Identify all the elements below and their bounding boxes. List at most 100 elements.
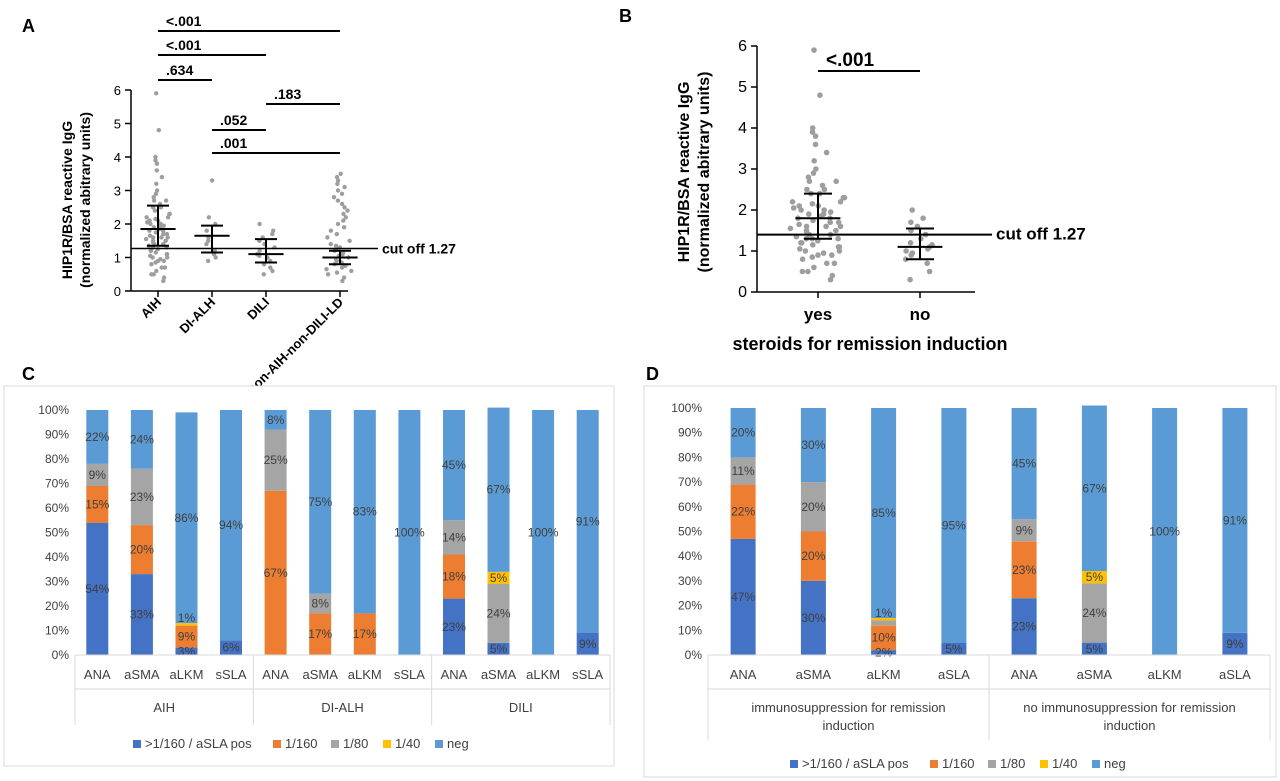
c-bar-segment [487,584,510,643]
b-data-point [833,178,839,185]
a-data-point [206,238,211,243]
c-data-label: 5% [490,571,508,585]
d-bar-segment [1081,583,1107,643]
c-legend-label: 1/80 [343,736,368,751]
d-category-label: aLKM [1148,667,1182,682]
b-data-point [812,141,819,148]
a-data-point [161,231,166,237]
d-data-label: 85% [872,506,896,520]
a-data-point [153,154,158,160]
panel-d-stacked-bar: 0% 10% 20% 30% 40% 50% 60% 70% 80% 90% 100% 47% 22%… [643,385,1277,778]
d-data-label: 22% [731,505,755,519]
a-data-point [334,231,339,237]
panel-b-ylabel-1: HIP1R/BSA reactive IgG [676,82,693,263]
a-ytick-label: 1 [114,251,121,266]
c-ytick-label: 30% [45,575,69,589]
b-xtick-label: no [910,305,931,324]
b-data-point [787,225,794,232]
c-bar-segment [443,554,465,599]
a-xtick-label: DI-ALH [176,295,218,337]
a-data-point [325,235,330,240]
c-data-label: 94% [219,518,243,532]
d-bar-segment [871,620,897,626]
c-bar-segment [130,525,153,575]
c-legend-swatch [133,740,141,748]
c-data-label: 14% [442,530,466,544]
d-bar-segment [1081,642,1107,655]
b-data-point [820,211,827,217]
c-bar-segment [353,613,376,655]
c-legend-swatch [383,740,391,748]
b-data-point [809,125,816,131]
c-data-label: 33% [130,608,154,622]
c-data-label: 5% [490,642,508,656]
b-data-point [909,250,916,256]
a-data-point [161,275,167,280]
c-data-label: 15% [85,497,109,511]
c-data-label: 6% [222,641,240,655]
b-data-point [907,240,914,246]
b-data-point [811,47,817,53]
b-data-point [821,207,827,213]
b-data-point [810,170,817,176]
panel-b-ylabel-2: (normalized abitrary units) [696,72,713,273]
d-bar-segment [730,408,756,458]
c-data-label: 45% [442,458,466,472]
c-bar-segment [487,642,510,656]
a-data-point [154,181,159,186]
d-ytick-label: 30% [678,574,702,588]
d-category-label: aSLA [1219,667,1251,682]
d-ytick-label: 40% [678,549,702,563]
c-ytick-label: 10% [45,624,69,638]
b-ytick-label: 1 [738,243,747,260]
b-data-point [799,256,806,263]
a-data-point [154,268,159,274]
c-group-label: AIH [153,700,175,715]
b-data-point [835,219,842,226]
a-data-point [158,257,163,262]
d-bar-segment [1081,405,1107,571]
d-bar-segment [1011,408,1037,520]
a-data-point [213,255,218,260]
c-bar-segment [264,410,287,430]
a-data-point [343,215,348,220]
panel-a-scatter: 0 1 2 3 4 5 6 HIP1R/BSA reactive IgG (normaliz… [59,13,456,397]
a-data-point [270,268,275,274]
a-data-point [204,228,209,233]
b-data-point [802,248,809,254]
c-data-label: 91% [576,515,600,529]
a-p-value: .052 [220,112,247,128]
c-category-label: aLKM [526,667,560,682]
d-bar-segment [941,642,967,655]
c-bar-segment [175,647,198,655]
a-data-point [154,161,160,166]
c-bar-segment [398,410,421,655]
c-bar-segment [220,640,242,655]
b-data-point [908,219,914,226]
a-data-point [150,238,156,243]
b-data-point [796,221,802,228]
b-xtick-label: yes [804,305,832,324]
c-bar-segment [309,593,332,614]
b-data-point [811,158,817,164]
b-data-point [829,252,835,258]
a-data-point [206,215,212,220]
a-data-point [154,188,160,193]
a-data-point [150,235,156,240]
b-data-point [819,182,826,189]
a-data-point [151,198,157,203]
b-data-point [804,186,810,193]
c-data-label: 3% [178,644,196,658]
a-data-point [153,158,158,163]
a-data-point [153,250,158,255]
d-data-label: 1% [875,606,893,620]
d-ytick-label: 70% [678,475,702,489]
c-bar-segment [86,463,109,486]
d-bar-segment [1011,541,1037,599]
a-data-point [209,178,215,183]
d-data-label: 20% [801,549,825,563]
b-data-point [809,254,816,260]
c-category-label: ANA [84,667,111,682]
a-data-point [144,215,149,220]
b-data-point [805,268,811,275]
